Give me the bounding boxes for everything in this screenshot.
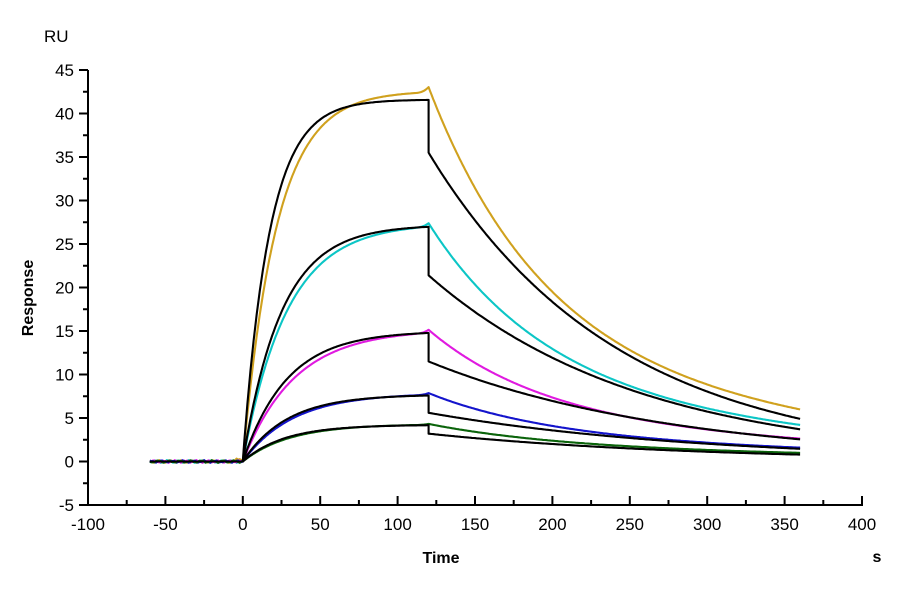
y-tick-label: 40 bbox=[55, 105, 74, 124]
data-trace-gold bbox=[149, 86, 801, 464]
axes: -100 -50 0 50 100 150 200 250 300 350 400-50510152… bbox=[55, 61, 876, 534]
x-tick-label: 350 bbox=[770, 515, 798, 534]
y-tick-label: 20 bbox=[55, 279, 74, 298]
y-tick-label: -5 bbox=[59, 496, 74, 515]
fit-trace-cyan bbox=[149, 225, 801, 463]
y-tick-label: 0 bbox=[65, 453, 74, 472]
fit-trace-green bbox=[149, 424, 801, 463]
y-tick-label: 10 bbox=[55, 366, 74, 385]
data-trace-cyan bbox=[149, 222, 801, 464]
x-tick-label: 400 bbox=[848, 515, 876, 534]
y-unit-label: RU bbox=[44, 27, 69, 46]
fit-trace-gold bbox=[149, 98, 801, 463]
y-tick-label: 35 bbox=[55, 148, 74, 167]
fit-trace-blue bbox=[149, 394, 801, 463]
data-trace-blue bbox=[149, 392, 801, 464]
fit-trace-magenta bbox=[149, 331, 801, 463]
y-tick-label: 45 bbox=[55, 61, 74, 80]
y-tick-label: 15 bbox=[55, 322, 74, 341]
y-axis-title: Response bbox=[20, 260, 37, 337]
x-tick-label: 250 bbox=[616, 515, 644, 534]
x-tick-label: 200 bbox=[538, 515, 566, 534]
y-tick-label: 25 bbox=[55, 235, 74, 254]
x-axis-title: Time bbox=[422, 550, 459, 567]
y-tick-label: 30 bbox=[55, 192, 74, 211]
x-tick-label: -50 bbox=[153, 515, 178, 534]
x-tick-label: 300 bbox=[693, 515, 721, 534]
fit-traces bbox=[149, 98, 801, 463]
x-tick-label: 0 bbox=[238, 515, 247, 534]
y-tick-label: 5 bbox=[65, 409, 74, 428]
x-unit-label: s bbox=[873, 549, 882, 566]
x-tick-label: 100 bbox=[383, 515, 411, 534]
x-tick-label: 50 bbox=[311, 515, 330, 534]
x-tick-label: 150 bbox=[461, 515, 489, 534]
x-tick-label: -100 bbox=[71, 515, 105, 534]
